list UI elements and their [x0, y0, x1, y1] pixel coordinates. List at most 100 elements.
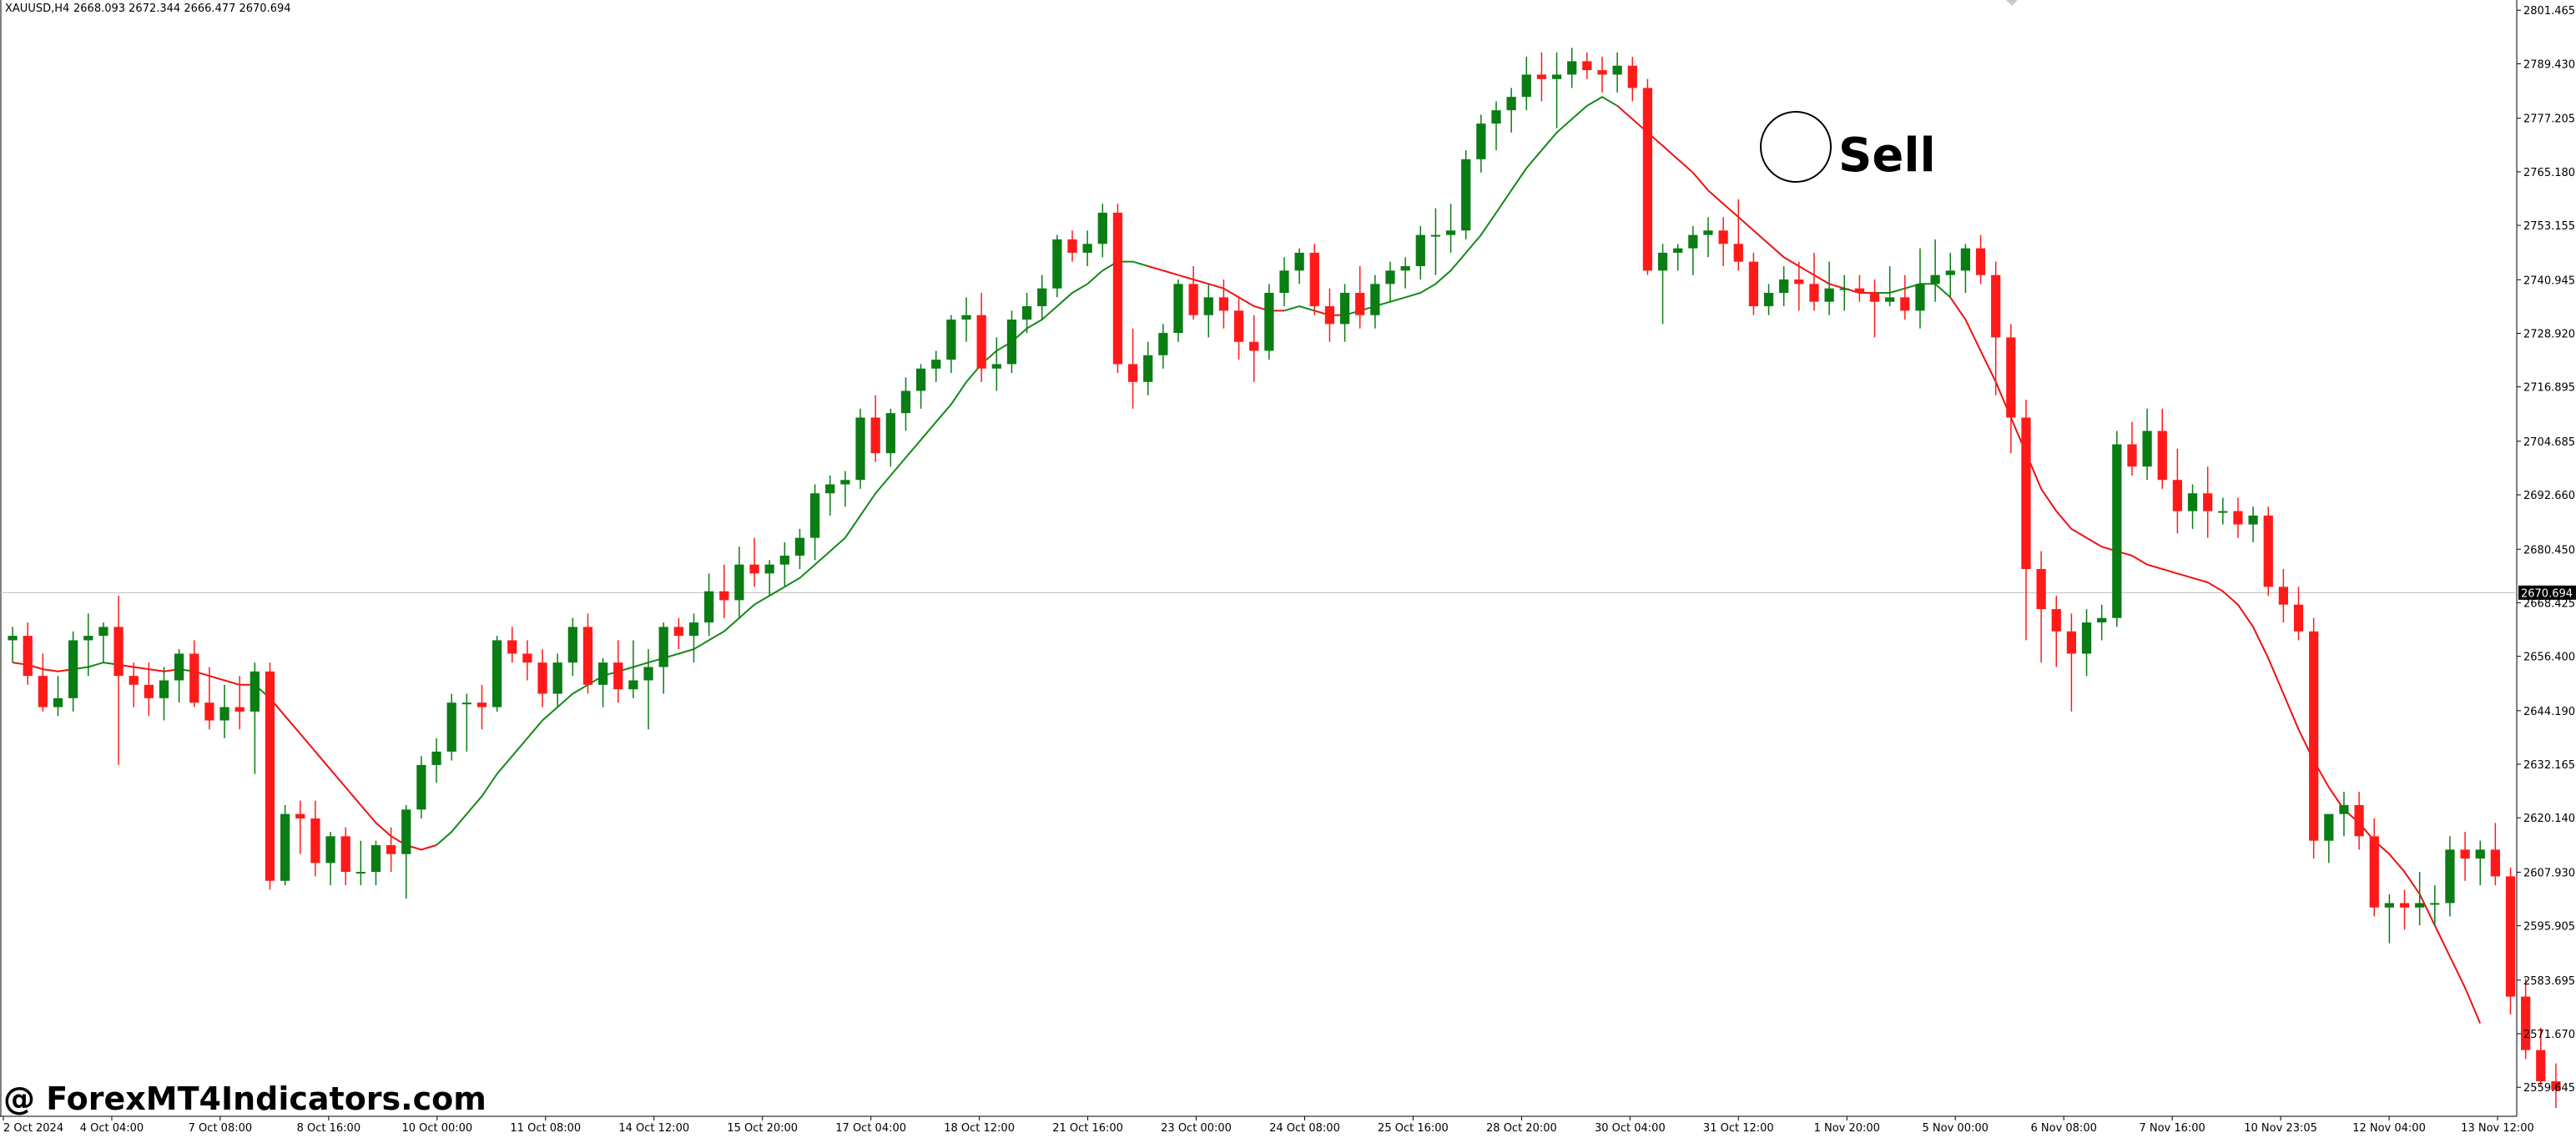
bear-candle	[1112, 204, 1123, 374]
candle-body	[567, 627, 577, 663]
bear-candle	[2066, 613, 2077, 712]
candle-body	[2218, 511, 2228, 513]
price-tick-label: 2801.465	[2523, 5, 2575, 18]
candle-body	[1370, 284, 1380, 315]
bull-candle	[1264, 284, 1274, 360]
time-tick-label: 1 Nov 20:00	[1814, 1122, 1880, 1135]
candle-body	[1733, 244, 1743, 262]
bear-candle	[129, 662, 139, 707]
bull-candle	[280, 804, 290, 886]
bull-candle	[1612, 52, 1622, 93]
bull-candle	[1915, 248, 1925, 329]
candle-body	[2142, 431, 2152, 467]
bull-candle	[1885, 265, 1895, 307]
candle-body	[1430, 234, 1441, 237]
candle-body	[719, 591, 729, 601]
bear-candle	[1733, 199, 1743, 271]
bear-candle	[38, 653, 48, 712]
bull-candle	[1279, 257, 1289, 307]
bull-candle	[1763, 284, 1774, 315]
bear-candle	[1536, 52, 1547, 102]
bull-candle	[931, 350, 941, 382]
bear-candle	[2263, 506, 2273, 597]
bull-candle	[1385, 261, 1395, 302]
bear-candle	[204, 667, 214, 730]
candle-body	[1900, 297, 1910, 311]
candle-body	[1218, 297, 1229, 311]
time-tick-label: 24 Oct 08:00	[1269, 1122, 1340, 1135]
candle-body	[1021, 306, 1032, 320]
bull-candle	[825, 475, 835, 516]
candle-body	[1718, 230, 1728, 244]
candle-body	[900, 390, 911, 414]
bull-candle	[2112, 431, 2122, 627]
bear-candle	[1233, 297, 1244, 360]
ma-line-segment	[1874, 283, 1951, 299]
candle-body	[2233, 511, 2243, 525]
bull-candle	[1052, 234, 1062, 298]
time-axis[interactable]: 2 Oct 2024 4 Oct 04:00 7 Oct 08:00 8 Oct 16…	[3, 1116, 2534, 1135]
bull-candle	[809, 484, 820, 561]
candle-body	[310, 818, 320, 864]
bear-candle	[2233, 497, 2243, 538]
bear-candle	[1642, 78, 1653, 275]
candle-body	[1097, 212, 1107, 244]
bull-candle	[2475, 840, 2485, 886]
shift-marker-icon[interactable]	[2006, 0, 2018, 6]
price-axis[interactable]: 2801.465 2789.430 2777.205 2765.180 2753.155…	[2517, 5, 2575, 1095]
candle-body	[23, 636, 33, 677]
candle-body	[1688, 234, 1698, 249]
candle-body	[2157, 431, 2167, 481]
candle-body	[537, 662, 547, 694]
candles-layer	[8, 48, 2561, 1108]
bull-candle	[355, 840, 365, 886]
bull-candle	[219, 684, 229, 738]
candle-body	[658, 627, 668, 667]
candle-body	[1143, 355, 1153, 382]
bear-candle	[673, 617, 683, 650]
price-marker: 2670.694	[2518, 585, 2576, 600]
time-tick-label: 23 Oct 00:00	[1161, 1122, 1232, 1135]
candle-body	[855, 417, 865, 481]
bear-candle	[1991, 261, 2001, 395]
bear-candle	[1900, 274, 1910, 320]
bull-candle	[8, 627, 18, 663]
price-marker-box	[2518, 585, 2576, 600]
bull-candle	[1143, 341, 1153, 395]
candle-body	[2278, 587, 2288, 605]
bull-candle	[1839, 274, 1849, 311]
bull-candle	[1703, 217, 1713, 258]
candle-body	[1052, 239, 1062, 289]
candle-body	[1854, 288, 1865, 294]
bull-candle	[643, 649, 653, 730]
bull-candle	[1430, 208, 1441, 275]
candle-body	[946, 320, 956, 360]
candle-body	[1355, 293, 1365, 315]
moving-average-layer	[12, 95, 2482, 1024]
candle-body	[2551, 1080, 2561, 1090]
bull-candle	[900, 377, 911, 431]
time-tick-label: 4 Oct 04:00	[80, 1122, 144, 1135]
bull-candle	[174, 649, 184, 703]
candle-body	[2081, 622, 2092, 654]
bull-candle	[1415, 225, 1425, 279]
bull-candle	[2415, 872, 2425, 926]
bull-candle	[68, 631, 78, 712]
candle-body	[597, 662, 608, 685]
bull-candle	[1203, 284, 1213, 338]
candle-body	[1642, 88, 1653, 271]
bull-candle	[1339, 284, 1350, 342]
time-tick-label: 21 Oct 16:00	[1052, 1122, 1123, 1135]
bear-candle	[23, 622, 33, 685]
bear-candle	[2369, 818, 2379, 917]
candle-body	[1748, 261, 1759, 307]
bear-candle	[1854, 274, 1865, 302]
candle-body	[2248, 515, 2258, 525]
candle-body	[2036, 569, 2046, 610]
candle-body	[1203, 297, 1213, 315]
bear-candle	[2460, 832, 2470, 881]
candle-body	[1627, 65, 1637, 88]
bear-candle	[1748, 252, 1759, 315]
